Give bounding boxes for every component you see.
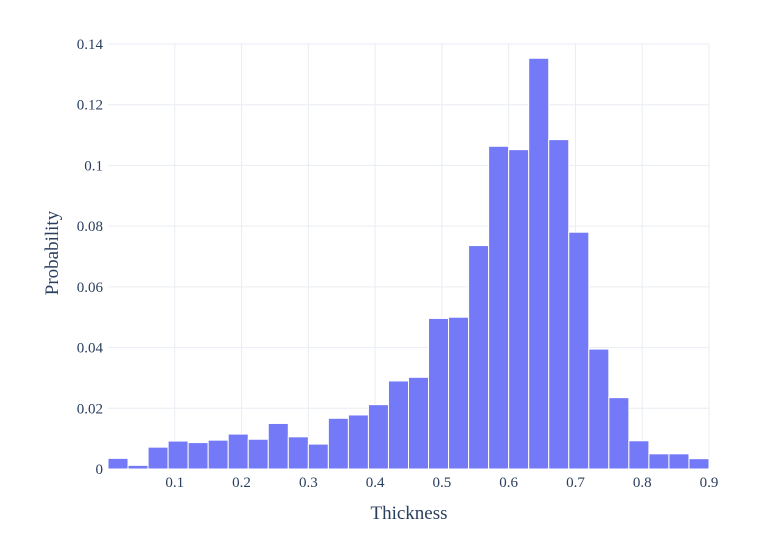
histogram-bar[interactable] (227, 433, 249, 470)
x-axis-tick-labels: 0.1 0.2 0.3 0.4 0.5 0.6 0.7 0.8 0.9 (165, 475, 718, 491)
x-tick-label: 0.4 (366, 475, 385, 491)
histogram-bar[interactable] (628, 440, 650, 470)
y-tick-label: 0.08 (77, 219, 103, 235)
y-tick-label: 0.06 (77, 280, 104, 296)
histogram-bar[interactable] (668, 453, 690, 470)
y-tick-label: 0.02 (77, 401, 103, 417)
histogram-bar[interactable] (448, 316, 470, 470)
y-tick-label: 0.12 (77, 98, 103, 114)
histogram-bar[interactable] (588, 348, 610, 470)
y-tick-label: 0.04 (77, 341, 104, 357)
x-tick-label: 0.8 (633, 475, 652, 491)
histogram-bar[interactable] (568, 231, 590, 470)
x-tick-label: 0.2 (232, 475, 251, 491)
histogram-bar[interactable] (648, 453, 670, 470)
x-tick-label: 0.3 (299, 475, 318, 491)
x-tick-label: 0.7 (566, 475, 585, 491)
histogram-bar[interactable] (428, 317, 450, 470)
x-tick-label: 0.5 (433, 475, 452, 491)
histogram-bar[interactable] (167, 440, 189, 470)
y-tick-label: 0 (96, 462, 104, 478)
histogram-bar[interactable] (307, 443, 329, 470)
y-axis-tick-labels: 0 0.02 0.04 0.06 0.08 0.1 0.12 0.14 (77, 37, 104, 478)
histogram-bar[interactable] (508, 149, 530, 470)
x-tick-label: 0.9 (700, 475, 719, 491)
histogram-bar[interactable] (107, 457, 129, 470)
histogram-bar[interactable] (287, 436, 309, 470)
histogram-bar[interactable] (267, 422, 289, 470)
histogram-bar[interactable] (468, 245, 490, 470)
histogram-bar[interactable] (147, 446, 169, 470)
histogram-bars (107, 57, 710, 470)
x-tick-label: 0.6 (499, 475, 518, 491)
histogram-bar[interactable] (127, 464, 149, 470)
x-tick-label: 0.1 (165, 475, 184, 491)
histogram-bar[interactable] (528, 57, 550, 470)
histogram-bar[interactable] (367, 404, 389, 470)
histogram-bar[interactable] (608, 397, 630, 470)
y-axis-title: Probability (42, 210, 63, 295)
histogram-bar[interactable] (408, 376, 430, 470)
histogram-bar[interactable] (347, 414, 369, 470)
histogram-bar[interactable] (488, 145, 510, 470)
histogram-bar[interactable] (187, 442, 209, 470)
histogram-bar[interactable] (207, 439, 229, 470)
x-axis-title: Thickness (370, 503, 447, 524)
histogram-bar[interactable] (327, 417, 349, 470)
y-tick-label: 0.1 (84, 158, 103, 174)
histogram-bar[interactable] (548, 139, 570, 470)
histogram-bar[interactable] (688, 458, 710, 470)
y-tick-label: 0.14 (77, 37, 104, 53)
histogram-bar[interactable] (387, 380, 410, 470)
histogram-bar[interactable] (247, 438, 269, 470)
